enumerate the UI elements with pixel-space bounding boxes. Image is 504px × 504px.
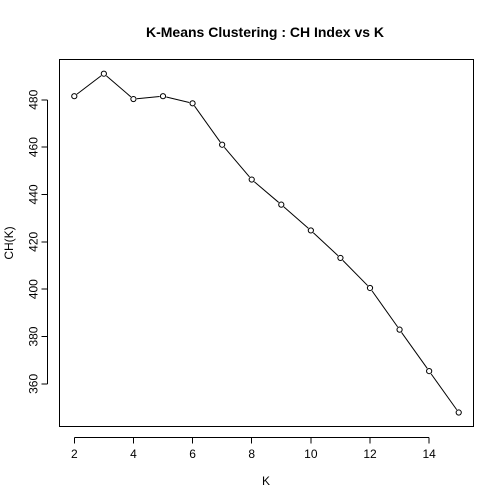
series-segment: [136, 96, 160, 100]
y-tick-label: 380: [27, 326, 41, 346]
series-segment: [342, 259, 368, 286]
x-tick-label: 4: [130, 447, 137, 461]
x-tick-label: 6: [189, 447, 196, 461]
series-segment: [76, 75, 102, 95]
y-tick-label: 460: [27, 137, 41, 157]
x-tick-label: 10: [304, 447, 318, 461]
data-point: [337, 254, 344, 262]
data-point: [100, 70, 107, 77]
data-point: [366, 284, 374, 292]
data-point: [396, 326, 403, 333]
y-axis: 360 380 400 420 440 460 480: [27, 89, 48, 394]
y-tick-label: 440: [27, 184, 41, 204]
x-tick-label: 2: [71, 447, 78, 461]
series-segment: [253, 181, 280, 203]
series-segment: [371, 290, 399, 328]
x-tick-label: 12: [363, 447, 377, 461]
data-point: [426, 367, 433, 375]
y-tick-label: 480: [27, 89, 41, 109]
y-axis-label: CH(K): [2, 226, 16, 259]
series-segment: [166, 96, 190, 103]
y-tick-label: 360: [27, 374, 41, 394]
data-point: [189, 100, 196, 107]
series-segment: [194, 105, 221, 143]
chart-title: K-Means Clustering : CH Index vs K: [146, 24, 384, 40]
series-layer: [71, 70, 462, 416]
data-point: [159, 93, 167, 100]
series-segment: [430, 373, 458, 411]
data-point: [248, 176, 255, 183]
x-axis-label: K: [262, 474, 270, 488]
series-segment: [106, 75, 132, 98]
data-point: [71, 93, 78, 100]
y-tick-label: 420: [27, 231, 41, 251]
data-point: [455, 409, 462, 416]
series-segment: [313, 232, 339, 256]
y-tick-label: 400: [27, 279, 41, 299]
x-tick-label: 14: [422, 447, 436, 461]
data-point: [219, 141, 226, 148]
data-point: [307, 227, 314, 234]
series-segment: [223, 147, 250, 178]
x-tick-label: 8: [248, 447, 255, 461]
series-segment: [283, 206, 309, 229]
data-point: [130, 95, 137, 103]
series-segment: [401, 332, 428, 369]
plot-area: [59, 59, 474, 427]
x-axis: 2 4 6 8 10 12 14: [71, 437, 436, 461]
data-point: [278, 201, 285, 208]
